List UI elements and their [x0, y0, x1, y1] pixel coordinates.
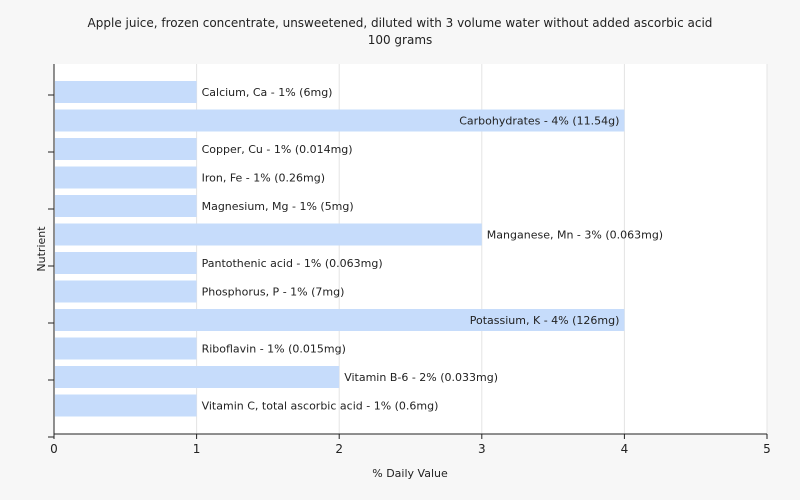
bar-data-label: Carbohydrates - 4% (11.54g) — [459, 115, 619, 128]
bar — [55, 394, 197, 417]
bar-data-label: Pantothenic acid - 1% (0.063mg) — [202, 257, 383, 270]
x-tick-label: 2 — [335, 442, 343, 456]
bars-group — [55, 81, 625, 417]
bar-data-label: Copper, Cu - 1% (0.014mg) — [202, 143, 353, 156]
bar — [55, 223, 482, 246]
chart-title: Apple juice, frozen concentrate, unsweet… — [88, 16, 713, 30]
bar — [55, 337, 197, 360]
x-axis-label: % Daily Value — [372, 467, 448, 480]
bar-data-label: Vitamin C, total ascorbic acid - 1% (0.6… — [202, 400, 439, 413]
bar — [55, 81, 197, 103]
bar-data-label: Vitamin B-6 - 2% (0.033mg) — [344, 371, 498, 384]
bar-data-label: Magnesium, Mg - 1% (5mg) — [202, 200, 354, 213]
x-axis-ticks: 0 1 2 3 4 5 — [50, 434, 771, 456]
bar — [55, 166, 197, 189]
bar — [55, 109, 625, 132]
bar — [55, 280, 197, 303]
x-tick-label: 4 — [621, 442, 629, 456]
bar-data-label: Iron, Fe - 1% (0.26mg) — [202, 172, 325, 185]
bar-data-label: Calcium, Ca - 1% (6mg) — [202, 86, 333, 99]
bar-data-label: Phosphorus, P - 1% (7mg) — [202, 286, 345, 299]
bar — [55, 195, 197, 217]
chart-subtitle: 100 grams — [368, 33, 433, 47]
data-labels-group: Calcium, Ca - 1% (6mg) Carbohydrates - 4%… — [202, 86, 664, 413]
x-tick-label: 0 — [50, 442, 58, 456]
y-axis-label: Nutrient — [35, 226, 48, 272]
bar-data-label: Potassium, K - 4% (126mg) — [470, 314, 620, 327]
bar — [55, 366, 340, 388]
bar-data-label: Riboflavin - 1% (0.015mg) — [202, 343, 346, 356]
x-tick-label: 3 — [478, 442, 486, 456]
x-tick-label: 5 — [763, 442, 771, 456]
bar-data-label: Manganese, Mn - 3% (0.063mg) — [487, 229, 663, 242]
bar — [55, 309, 625, 331]
y-axis-ticks — [48, 94, 54, 438]
bar — [55, 252, 197, 274]
x-tick-label: 1 — [193, 442, 201, 456]
bar — [55, 138, 197, 160]
